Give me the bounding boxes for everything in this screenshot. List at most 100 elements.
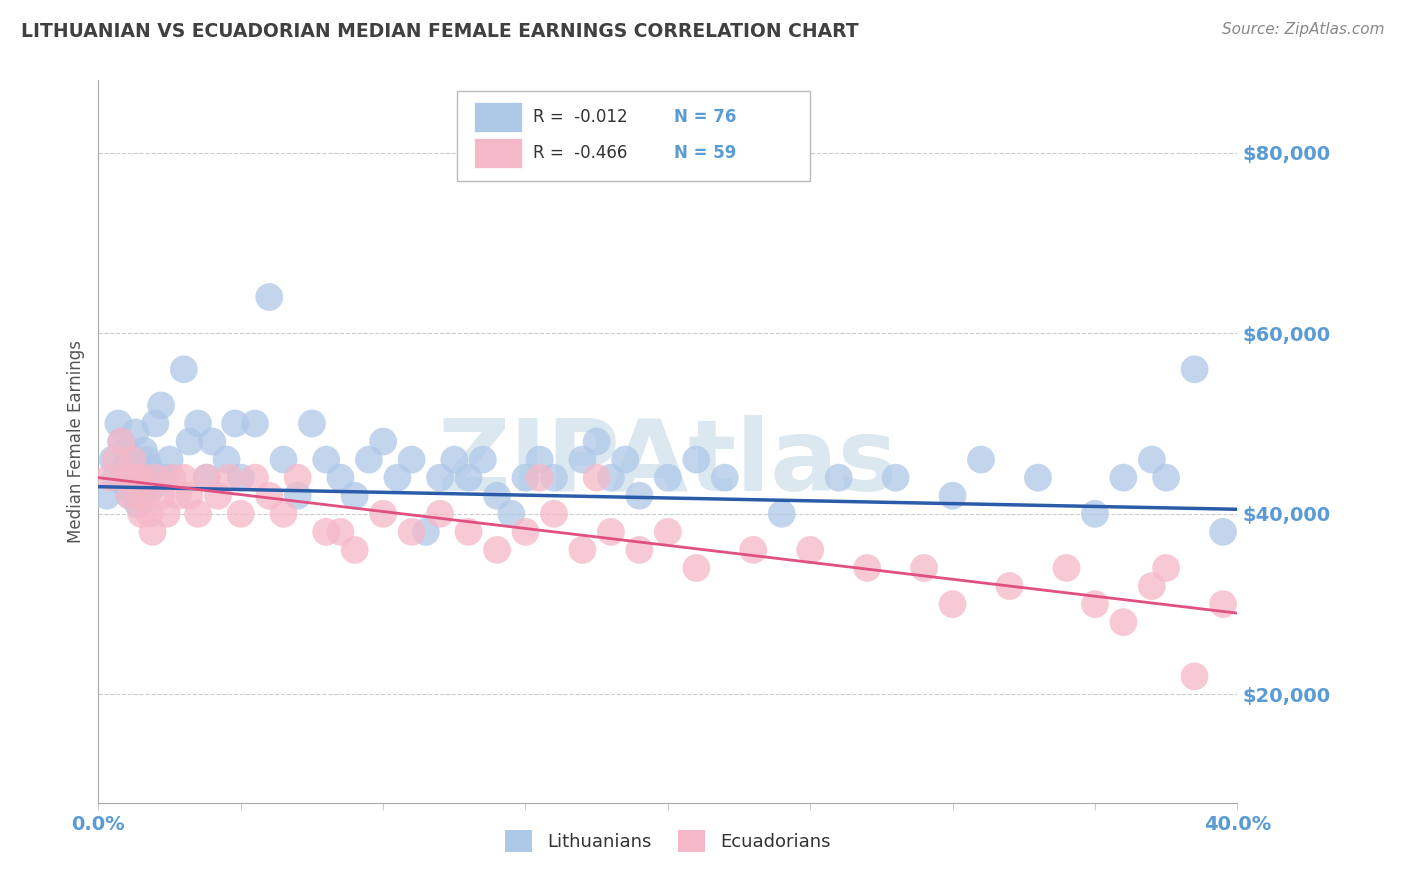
Point	[124, 425, 146, 440]
Point	[415, 524, 437, 539]
Point	[201, 434, 224, 449]
Point	[884, 470, 907, 484]
FancyBboxPatch shape	[474, 102, 522, 132]
Y-axis label: Median Female Earnings: Median Female Earnings	[66, 340, 84, 543]
Point	[96, 489, 118, 503]
Point	[1184, 362, 1206, 376]
Point	[129, 507, 152, 521]
Point	[229, 470, 252, 484]
Point	[501, 507, 523, 521]
Point	[1112, 615, 1135, 630]
Point	[429, 507, 451, 521]
Point	[401, 524, 423, 539]
Point	[121, 452, 143, 467]
Point	[515, 524, 537, 539]
Point	[1084, 507, 1107, 521]
Point	[259, 489, 281, 503]
FancyBboxPatch shape	[457, 91, 810, 181]
Point	[195, 470, 218, 484]
Point	[287, 489, 309, 503]
Point	[124, 480, 146, 494]
Point	[571, 452, 593, 467]
Point	[118, 489, 141, 503]
Point	[343, 489, 366, 503]
Point	[315, 524, 337, 539]
Point	[1084, 597, 1107, 611]
Point	[132, 470, 155, 484]
Point	[770, 507, 793, 521]
Point	[614, 452, 637, 467]
Text: N = 59: N = 59	[673, 145, 735, 162]
Legend: Lithuanians, Ecuadorians: Lithuanians, Ecuadorians	[498, 822, 838, 859]
Point	[942, 597, 965, 611]
Text: R =  -0.012: R = -0.012	[533, 108, 628, 126]
Point	[600, 524, 623, 539]
Point	[115, 443, 138, 458]
Point	[856, 561, 879, 575]
Point	[529, 470, 551, 484]
Point	[585, 434, 607, 449]
Point	[150, 489, 173, 503]
Point	[124, 470, 146, 484]
Point	[104, 452, 127, 467]
Point	[129, 470, 152, 484]
Point	[110, 434, 132, 449]
Point	[828, 470, 851, 484]
Point	[457, 524, 479, 539]
Point	[543, 507, 565, 521]
Point	[243, 470, 266, 484]
Point	[628, 542, 651, 557]
Point	[135, 452, 157, 467]
Point	[1154, 470, 1177, 484]
Point	[742, 542, 765, 557]
Point	[145, 470, 167, 484]
Point	[121, 470, 143, 484]
Point	[121, 452, 143, 467]
Point	[187, 507, 209, 521]
Point	[600, 470, 623, 484]
Point	[159, 452, 181, 467]
Point	[471, 452, 494, 467]
Point	[585, 470, 607, 484]
Point	[156, 470, 179, 484]
Point	[373, 507, 395, 521]
Point	[1212, 597, 1234, 611]
Point	[273, 507, 295, 521]
Point	[942, 489, 965, 503]
Point	[243, 417, 266, 431]
Text: R =  -0.466: R = -0.466	[533, 145, 628, 162]
Point	[138, 461, 160, 475]
Point	[135, 489, 157, 503]
Point	[179, 489, 201, 503]
Point	[156, 507, 179, 521]
Point	[657, 524, 679, 539]
Point	[104, 470, 127, 484]
Point	[543, 470, 565, 484]
Point	[329, 524, 352, 539]
Point	[628, 489, 651, 503]
Point	[145, 417, 167, 431]
Point	[1056, 561, 1078, 575]
Point	[224, 417, 246, 431]
Point	[714, 470, 737, 484]
Point	[132, 443, 155, 458]
Point	[127, 498, 149, 512]
Point	[187, 417, 209, 431]
Point	[218, 470, 240, 484]
Point	[1026, 470, 1049, 484]
Text: LITHUANIAN VS ECUADORIAN MEDIAN FEMALE EARNINGS CORRELATION CHART: LITHUANIAN VS ECUADORIAN MEDIAN FEMALE E…	[21, 22, 859, 41]
Point	[1140, 579, 1163, 593]
Point	[970, 452, 993, 467]
Point	[357, 452, 380, 467]
Point	[207, 489, 229, 503]
Point	[179, 434, 201, 449]
Text: ZIPAtlas: ZIPAtlas	[437, 415, 898, 512]
Point	[141, 524, 163, 539]
Point	[301, 417, 323, 431]
Point	[115, 480, 138, 494]
Point	[343, 542, 366, 557]
Point	[173, 470, 195, 484]
Point	[107, 417, 129, 431]
Point	[273, 452, 295, 467]
Point	[173, 362, 195, 376]
